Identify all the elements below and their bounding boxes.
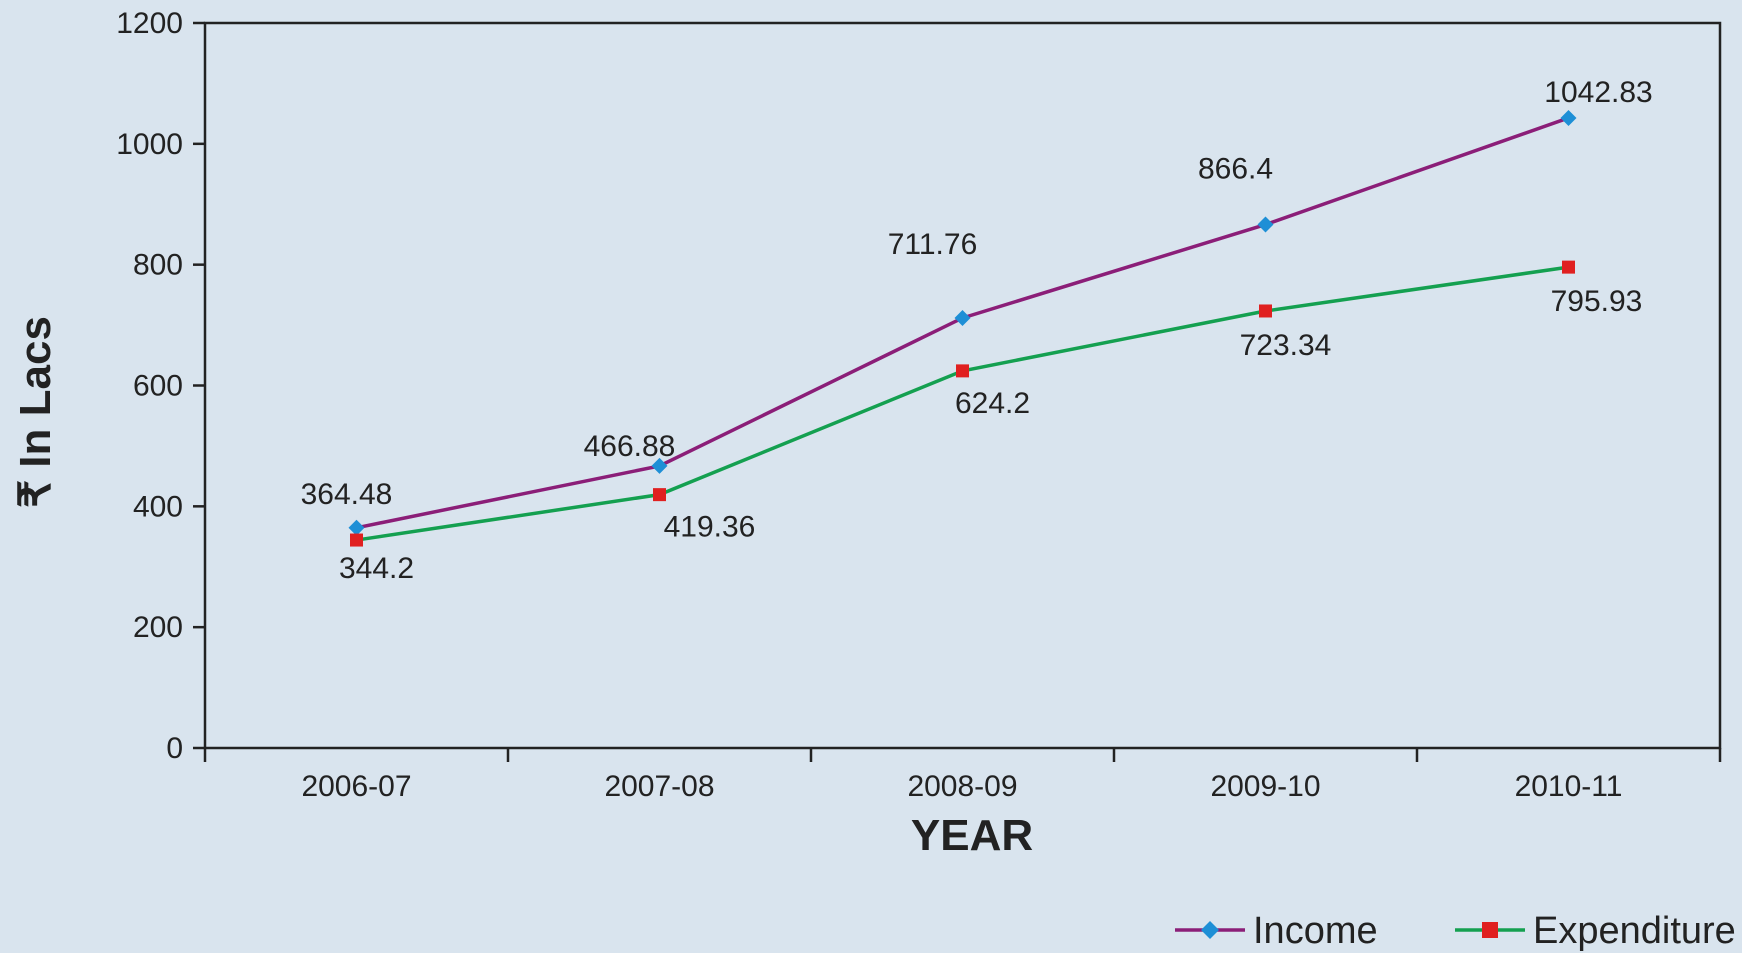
y-axis-title: ₹ In Lacs: [11, 316, 60, 508]
series-layer: [348, 109, 1577, 547]
data-label: 624.2: [955, 387, 1030, 420]
legend-marker: [1201, 921, 1219, 939]
legend-label: Expenditure: [1533, 910, 1736, 952]
data-point: [1562, 260, 1575, 274]
legend: Income Expenditure: [1175, 910, 1736, 952]
x-axis-title: YEAR: [911, 811, 1033, 860]
data-label: 795.93: [1551, 285, 1643, 318]
legend-label: Income: [1253, 910, 1378, 952]
y-tick-label: 600: [133, 370, 183, 403]
data-label: 466.88: [584, 430, 676, 463]
x-tick-label: 2009-10: [1210, 770, 1320, 803]
data-label: 723.34: [1240, 329, 1332, 362]
y-tick-label: 200: [133, 611, 183, 644]
data-label: 1042.83: [1544, 76, 1652, 109]
data-labels: 364.48 466.88 711.76 866.4 1042.83 344.2 419.3…: [301, 76, 1653, 585]
y-tick-label: 400: [133, 490, 183, 523]
y-tick-label: 1200: [116, 7, 183, 40]
plot-frame: [203, 21, 1722, 750]
data-point: [651, 457, 668, 474]
data-point: [954, 309, 971, 326]
data-label: 711.76: [888, 228, 978, 261]
data-label: 419.36: [664, 511, 756, 544]
data-point: [350, 533, 363, 547]
x-tick-label: 2006-07: [301, 770, 411, 803]
data-point: [348, 519, 365, 536]
data-point: [1560, 109, 1577, 126]
x-tick-label: 2008-09: [907, 770, 1017, 803]
y-tick-label: 0: [166, 732, 183, 765]
y-tick-label: 800: [133, 249, 183, 282]
legend-marker: [1482, 922, 1498, 938]
y-tick-label: 1000: [116, 128, 183, 161]
data-label: 866.4: [1198, 153, 1273, 186]
data-point: [956, 364, 969, 378]
data-point: [1259, 304, 1272, 318]
data-label: 364.48: [301, 478, 393, 511]
x-tick-label: 2007-08: [604, 770, 714, 803]
data-point: [1257, 216, 1274, 233]
axes: 0 200 400 600 800 1000 1200 2006-07 2007-08 2008-…: [116, 7, 1722, 803]
data-point: [653, 488, 666, 502]
x-tick-label: 2010-11: [1515, 770, 1623, 803]
data-label: 344.2: [339, 552, 414, 585]
